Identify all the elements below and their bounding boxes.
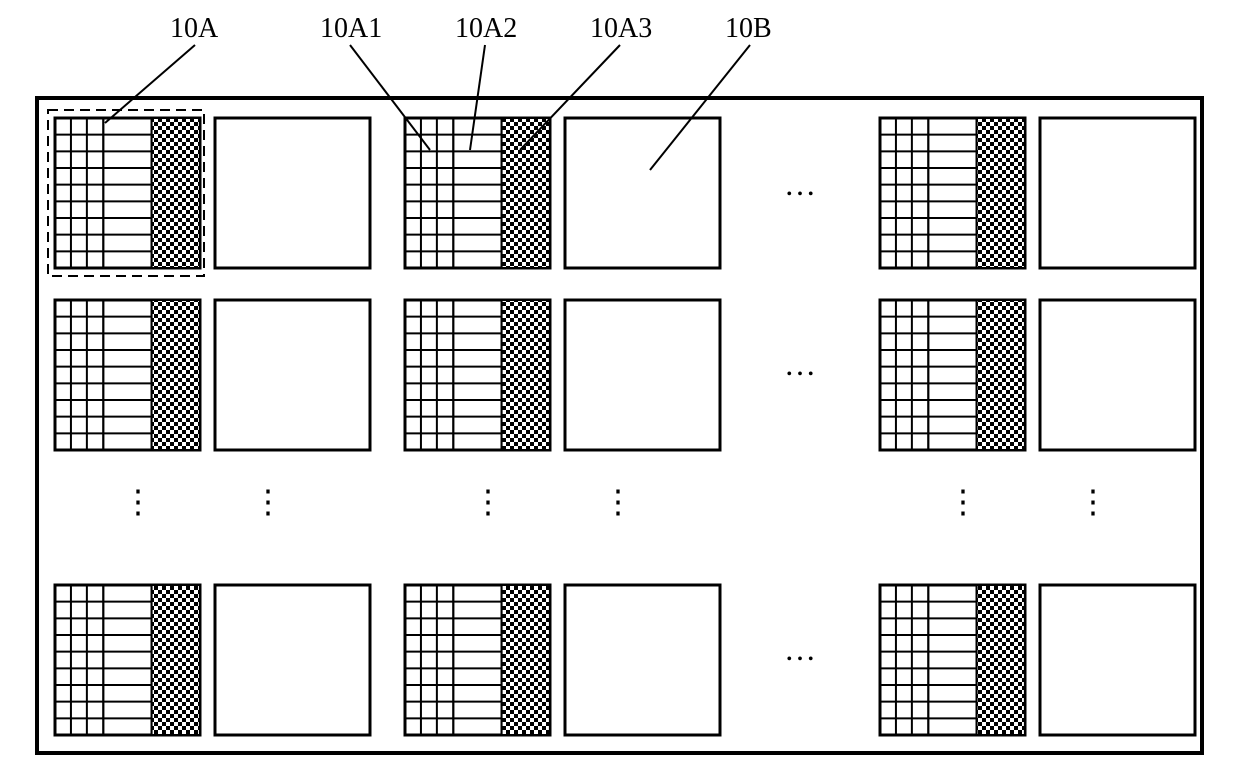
ellipsis-vertical: ⋮ <box>602 483 634 519</box>
pixel-b <box>215 118 370 268</box>
ellipsis-vertical: ⋮ <box>1077 483 1109 519</box>
subpixel-a3-fill <box>152 585 200 735</box>
pixel-b <box>1040 300 1195 450</box>
pixel-b <box>1040 118 1195 268</box>
subpixel-a3-fill <box>502 118 550 268</box>
pixel-b <box>215 585 370 735</box>
subpixel-border <box>405 585 453 735</box>
subpixel-border <box>453 585 501 735</box>
pixel-b <box>565 585 720 735</box>
callout-label: 10A3 <box>590 13 652 44</box>
ellipsis-horizontal: … <box>784 631 816 667</box>
subpixel-border <box>55 300 103 450</box>
subpixel-border <box>928 300 976 450</box>
ellipsis-vertical: ⋮ <box>947 483 979 519</box>
subpixel-a3-fill <box>502 300 550 450</box>
ellipsis-vertical: ⋮ <box>472 483 504 519</box>
subpixel-border <box>55 118 103 268</box>
ellipsis-vertical: ⋮ <box>122 483 154 519</box>
leader-line <box>105 45 195 123</box>
subpixel-border <box>453 300 501 450</box>
subpixel-border <box>103 585 151 735</box>
ellipsis-horizontal: … <box>784 166 816 202</box>
callout-label: 10A <box>170 13 219 44</box>
callout-label: 10A1 <box>320 13 382 44</box>
subpixel-border <box>405 300 453 450</box>
pixel-b <box>565 118 720 268</box>
subpixel-border <box>55 585 103 735</box>
ellipsis-vertical: ⋮ <box>252 483 284 519</box>
leader-line <box>650 45 750 170</box>
subpixel-border <box>103 300 151 450</box>
callout-label: 10B <box>725 13 772 44</box>
callout-label: 10A2 <box>455 13 517 44</box>
subpixel-border <box>453 118 501 268</box>
subpixel-a3-fill <box>977 300 1025 450</box>
subpixel-border <box>880 585 928 735</box>
subpixel-a3-fill <box>152 300 200 450</box>
subpixel-border <box>103 118 151 268</box>
subpixel-border <box>880 118 928 268</box>
subpixel-a3-fill <box>977 585 1025 735</box>
pixel-b <box>215 300 370 450</box>
subpixel-a3-fill <box>502 585 550 735</box>
subpixel-border <box>880 300 928 450</box>
outer-array-border <box>37 98 1202 753</box>
ellipsis-horizontal: … <box>784 346 816 382</box>
subpixel-border <box>405 118 453 268</box>
subpixel-border <box>928 585 976 735</box>
subpixel-border <box>928 118 976 268</box>
subpixel-a3-fill <box>152 118 200 268</box>
pixel-b <box>1040 585 1195 735</box>
subpixel-a3-fill <box>977 118 1025 268</box>
pixel-b <box>565 300 720 450</box>
